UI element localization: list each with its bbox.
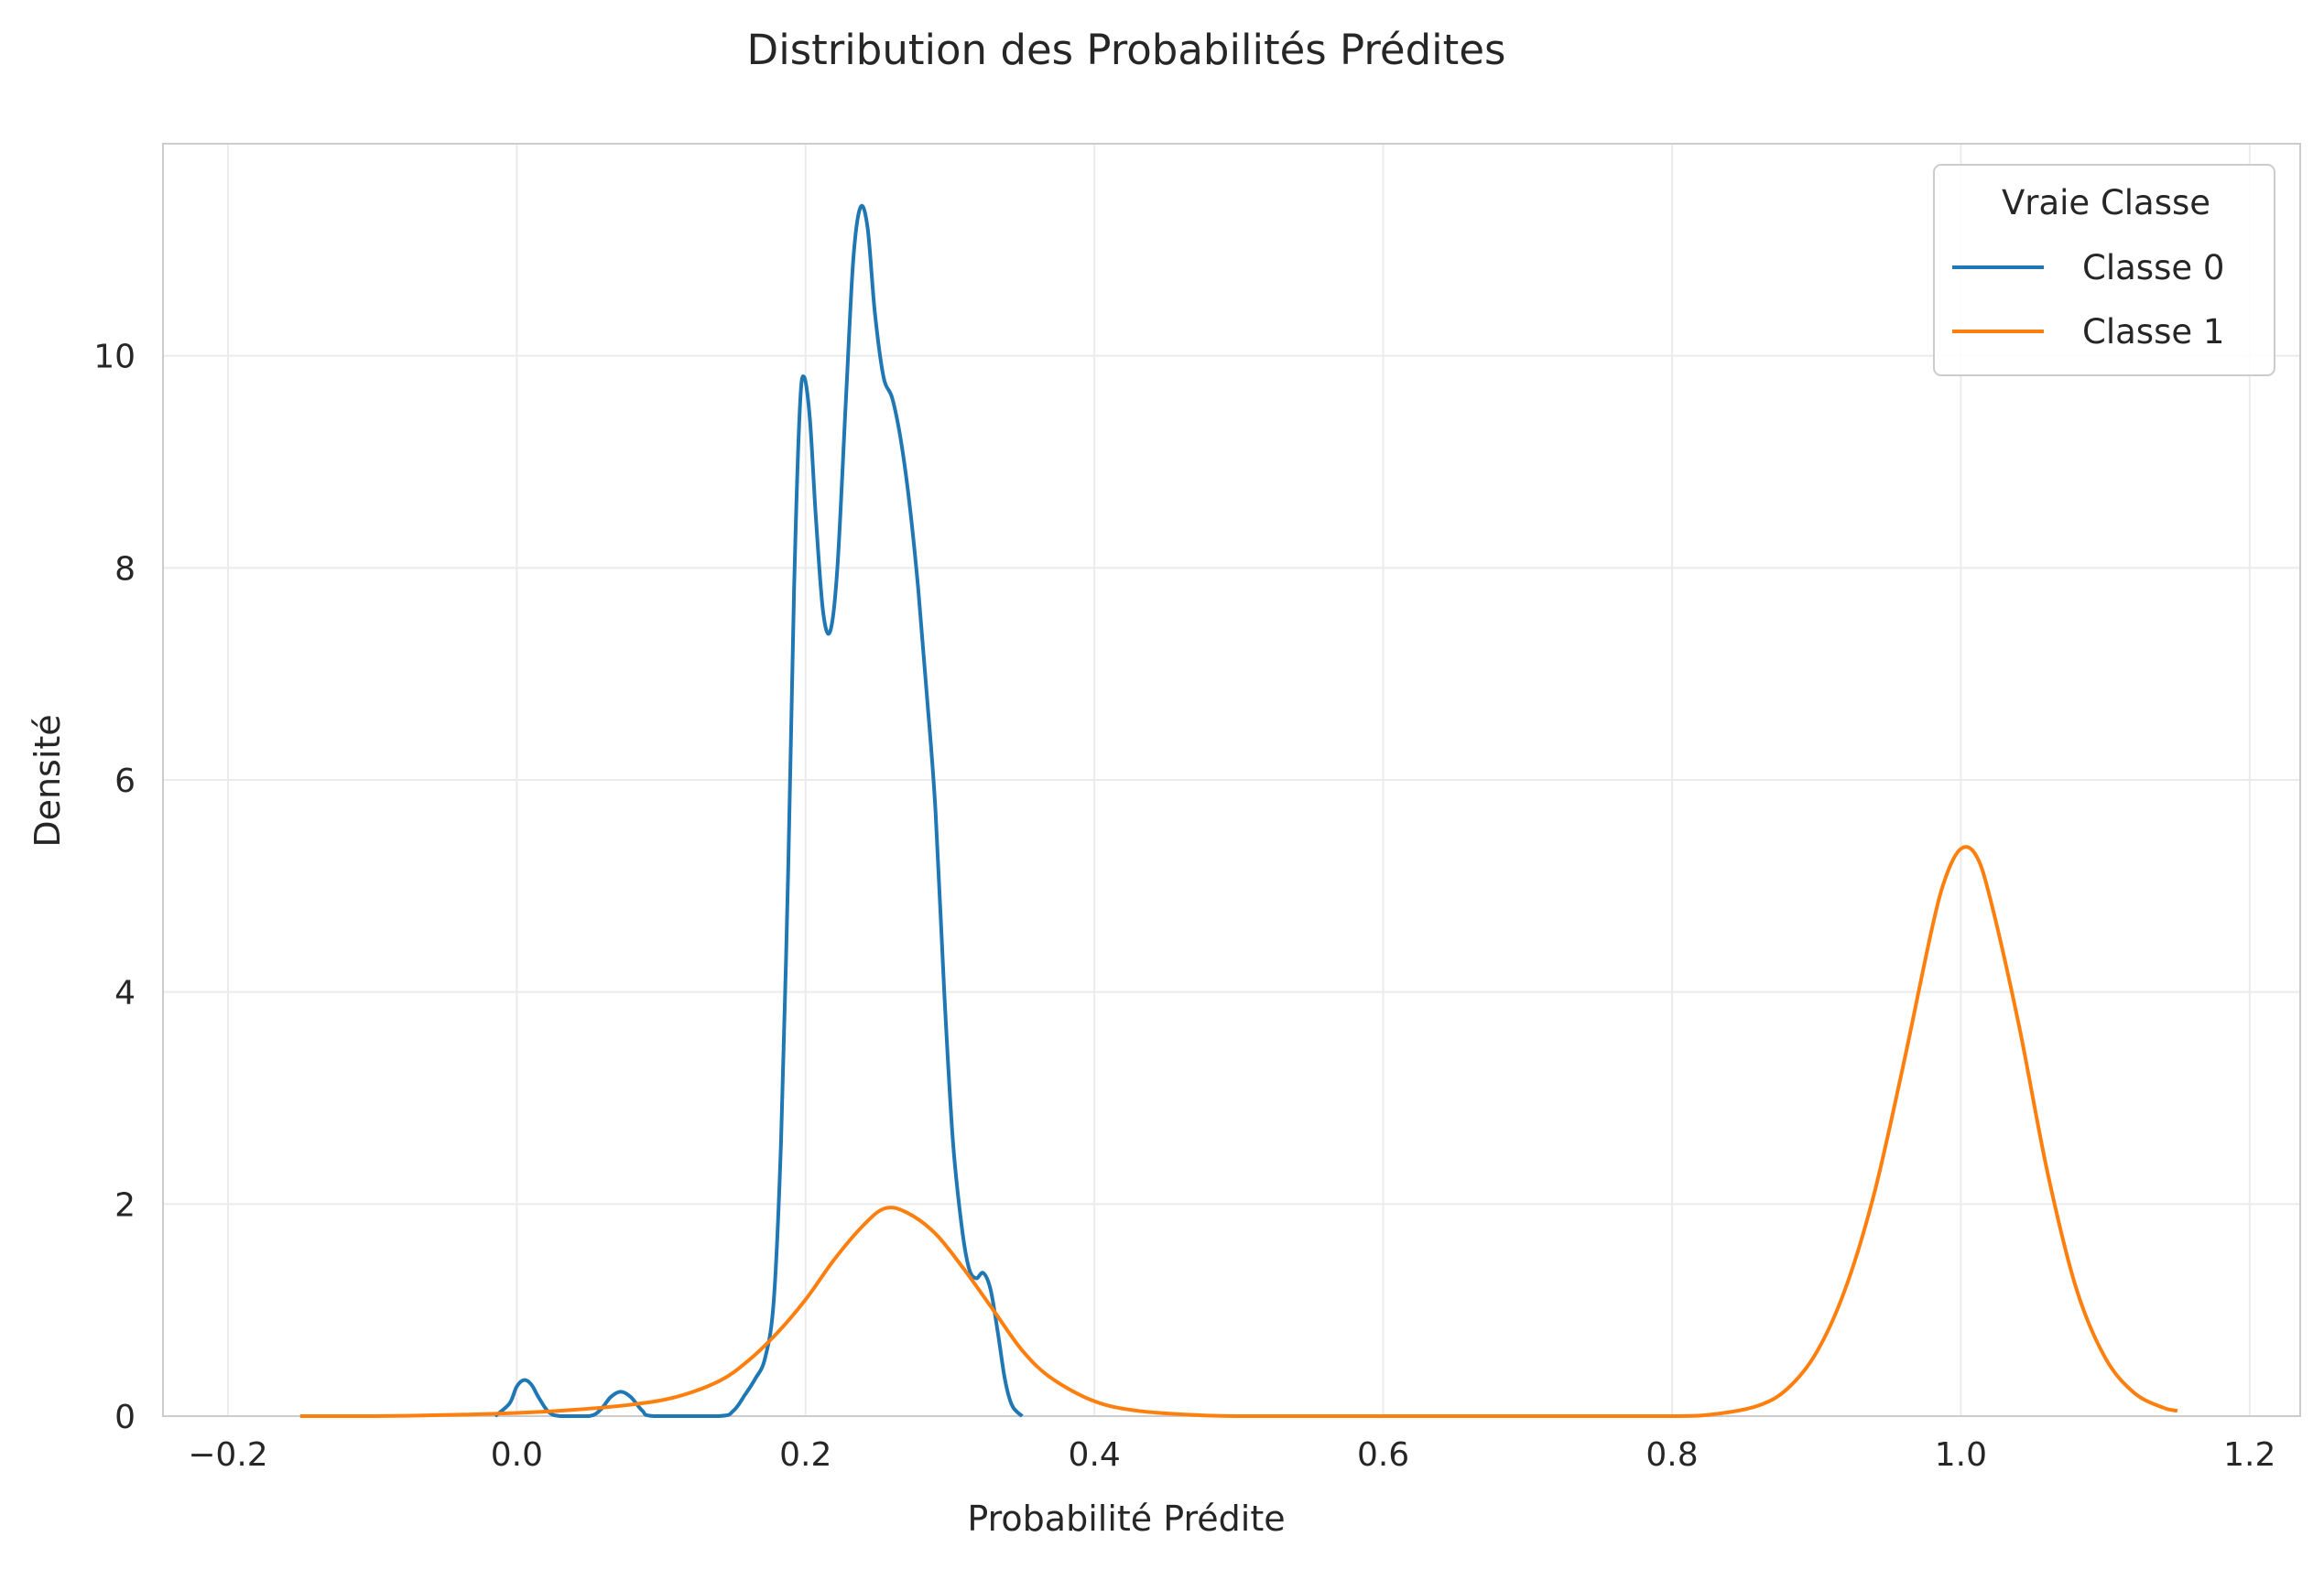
y-tick-label: 6 (114, 763, 136, 800)
x-tick-label: 1.2 (2223, 1436, 2275, 1474)
legend-box (1933, 164, 2275, 376)
series-line-classe-0 (494, 203, 1024, 1419)
y-axis-label: Densité (27, 714, 68, 847)
y-tick-label: 8 (114, 550, 136, 588)
x-tick-label: 0.2 (779, 1436, 831, 1474)
x-tick-label: −0.2 (188, 1436, 267, 1474)
y-tick-label: 2 (114, 1186, 136, 1224)
tick-labels: −0.2 0.0 0.2 0.4 0.6 0.8 1.0 1.2 0 2 4 6 8 10 (93, 339, 2275, 1474)
y-tick-label: 10 (93, 339, 136, 376)
y-tick-label: 4 (114, 975, 136, 1012)
x-tick-label: 0.6 (1357, 1436, 1409, 1474)
y-tick-label: 0 (114, 1399, 136, 1436)
legend-title: Vraie Classe (2002, 183, 2210, 222)
x-tick-label: 0.4 (1069, 1436, 1121, 1474)
x-tick-label: 0.0 (491, 1436, 543, 1474)
x-tick-label: 1.0 (1935, 1436, 1987, 1474)
legend: Vraie Classe Classe 0 Classe 1 (1933, 164, 2275, 376)
series-line-classe-1 (299, 845, 2178, 1419)
legend-label-classe-0: Classe 0 (2082, 248, 2224, 287)
chart-title: Distribution des Probabilités Prédites (747, 26, 1506, 74)
legend-label-classe-1: Classe 1 (2082, 312, 2224, 352)
x-axis-label: Probabilité Prédite (967, 1499, 1285, 1539)
series-layer (299, 203, 2178, 1419)
x-tick-label: 0.8 (1645, 1436, 1698, 1474)
